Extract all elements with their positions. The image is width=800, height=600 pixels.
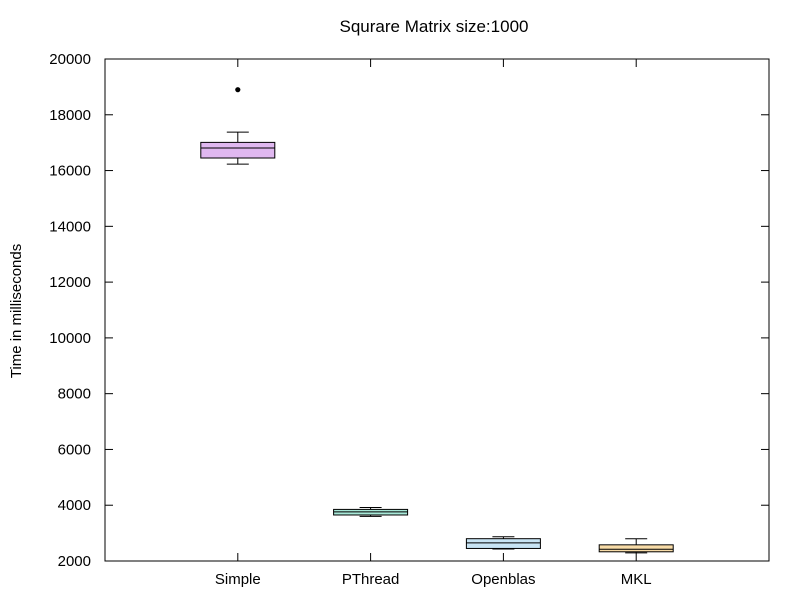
outlier-0-0 <box>235 87 241 93</box>
x-tick-label-3: MKL <box>621 571 652 588</box>
y-tick-label-1: 4000 <box>58 497 91 514</box>
box-pthread <box>333 506 409 517</box>
x-tick-label-0: Simple <box>215 571 261 588</box>
y-axis: 2000 4000 6000 8000 10000 12000 14000 16000 1800… <box>49 51 769 570</box>
y-tick-label-9: 20000 <box>49 51 91 68</box>
box-openblas <box>465 536 541 550</box>
y-tick-label-6: 14000 <box>49 218 91 235</box>
box-body-3 <box>598 544 674 553</box>
y-tick-label-0: 2000 <box>58 553 91 570</box>
y-tick-label-5: 12000 <box>49 274 91 291</box>
y-tick-label-8: 18000 <box>49 107 91 124</box>
x-tick-label-2: Openblas <box>471 571 535 588</box>
y-tick-label-2: 6000 <box>58 441 91 458</box>
x-tick-label-1: PThread <box>342 571 400 588</box>
y-tick-label-3: 8000 <box>58 386 91 403</box>
box-body-2 <box>465 538 541 549</box>
boxes <box>200 87 674 554</box>
y-tick-label-7: 16000 <box>49 163 91 180</box>
box-mkl <box>598 538 674 554</box>
x-axis: Simple PThread Openblas MKL <box>215 59 652 588</box>
chart-title: Squrare Matrix size:1000 <box>340 17 529 36</box>
box-simple <box>200 87 276 165</box>
box-body-0 <box>200 141 276 159</box>
plot-frame <box>104 58 770 562</box>
y-axis-label: Time in milliseconds <box>8 244 25 378</box>
y-tick-label-4: 10000 <box>49 330 91 347</box>
